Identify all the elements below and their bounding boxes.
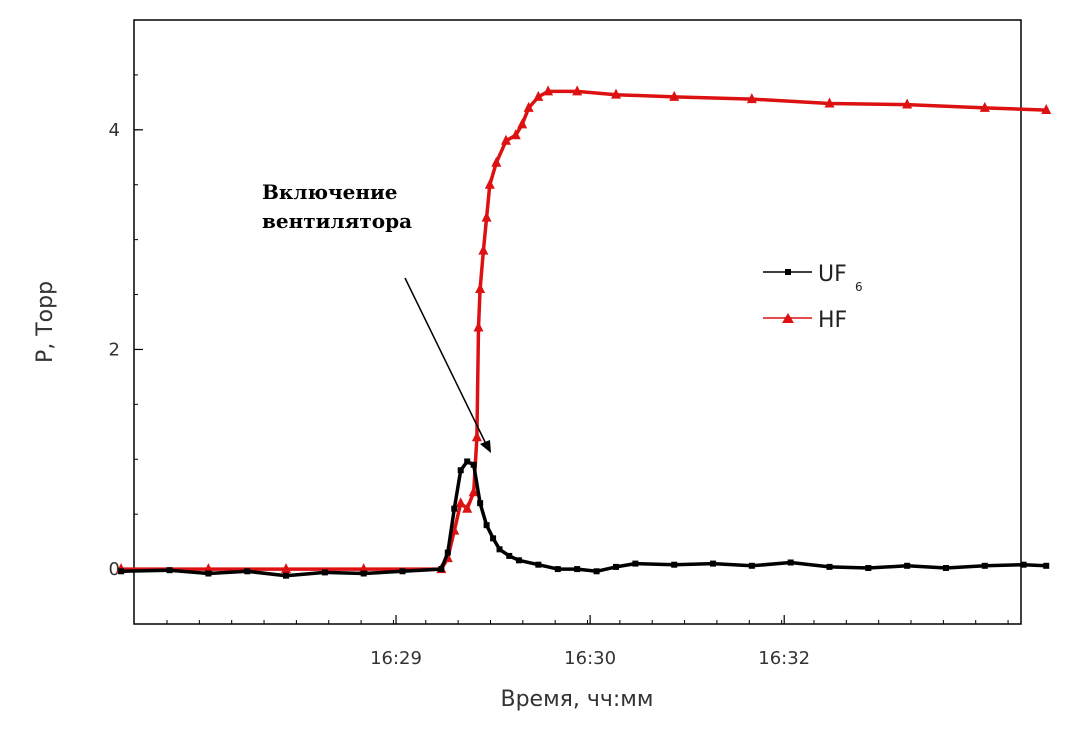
data-point bbox=[283, 572, 290, 579]
series-uf bbox=[118, 458, 1050, 579]
data-point bbox=[462, 502, 473, 513]
data-point bbox=[612, 563, 619, 570]
data-point bbox=[484, 178, 495, 189]
data-point bbox=[902, 98, 913, 109]
data-point bbox=[468, 486, 479, 497]
data-point bbox=[455, 497, 466, 508]
y-tick-label: 0 bbox=[109, 559, 120, 580]
x-tick-label: 16:32 bbox=[758, 648, 810, 669]
data-point bbox=[483, 522, 490, 529]
data-point bbox=[979, 101, 990, 112]
data-point bbox=[671, 561, 678, 568]
data-point bbox=[118, 568, 125, 575]
data-point bbox=[942, 564, 949, 571]
data-point bbox=[244, 568, 251, 575]
legend: UF 6 HF bbox=[763, 262, 863, 333]
data-point bbox=[490, 535, 497, 542]
x-tick-label: 16:30 bbox=[564, 648, 616, 669]
data-point bbox=[746, 93, 757, 104]
data-point bbox=[471, 431, 482, 442]
data-point bbox=[360, 570, 367, 577]
x-tick-label: 16:29 bbox=[370, 648, 422, 669]
data-point bbox=[574, 566, 581, 573]
legend-hf-marker bbox=[782, 313, 794, 323]
data-point bbox=[554, 566, 561, 573]
data-point bbox=[535, 561, 542, 568]
data-point bbox=[515, 557, 522, 564]
data-point bbox=[787, 559, 794, 566]
data-point bbox=[610, 88, 621, 99]
data-point bbox=[438, 566, 445, 573]
data-point bbox=[501, 134, 512, 145]
data-point bbox=[481, 211, 492, 222]
data-point bbox=[1043, 562, 1050, 569]
data-point bbox=[478, 244, 489, 255]
legend-uf6-marker bbox=[785, 269, 791, 275]
data-point bbox=[205, 570, 212, 577]
annotation-line-2: вентилятора bbox=[262, 209, 412, 233]
data-point bbox=[981, 562, 988, 569]
data-point bbox=[470, 461, 477, 468]
data-point bbox=[506, 552, 513, 559]
data-point bbox=[510, 129, 521, 140]
legend-uf6-label: UF bbox=[818, 262, 847, 287]
data-point bbox=[1041, 104, 1052, 115]
data-point bbox=[1020, 561, 1027, 568]
data-point bbox=[710, 560, 717, 567]
legend-uf6-subscript: 6 bbox=[855, 280, 863, 294]
series-hf bbox=[116, 85, 1052, 574]
annotation-line-1: Включение bbox=[262, 180, 398, 204]
data-point bbox=[826, 563, 833, 570]
annotation-arrow-shaft bbox=[404, 277, 488, 447]
data-point bbox=[517, 118, 528, 129]
data-point bbox=[496, 546, 503, 553]
data-point bbox=[533, 90, 544, 101]
data-point bbox=[464, 458, 471, 465]
data-point bbox=[669, 90, 680, 101]
data-point bbox=[824, 97, 835, 108]
x-axis-label: Время, чч:мм bbox=[500, 687, 653, 712]
data-point bbox=[321, 569, 328, 576]
data-point bbox=[632, 560, 639, 567]
data-point bbox=[523, 101, 534, 112]
data-point bbox=[457, 467, 464, 474]
series-layer bbox=[116, 85, 1052, 579]
y-axis-label: Р, Торр bbox=[33, 281, 58, 363]
y-tick-label: 2 bbox=[109, 339, 120, 360]
data-point bbox=[473, 321, 484, 332]
y-tick-label: 4 bbox=[109, 120, 120, 141]
data-point bbox=[444, 549, 451, 556]
data-point bbox=[543, 85, 554, 96]
data-point bbox=[572, 85, 583, 96]
data-point bbox=[281, 563, 292, 574]
data-point bbox=[904, 562, 911, 569]
data-point bbox=[865, 564, 872, 571]
plot-frame bbox=[133, 19, 1022, 625]
data-point bbox=[166, 567, 173, 574]
data-point bbox=[475, 283, 486, 294]
data-point bbox=[451, 505, 458, 512]
annotation: Включение вентилятора bbox=[262, 180, 491, 453]
annotation-arrow-head bbox=[480, 440, 491, 453]
legend-hf-label: HF bbox=[818, 308, 847, 333]
data-point bbox=[399, 568, 406, 575]
data-point bbox=[593, 568, 600, 575]
axis-ticks: 0 2 4 16:29 16:30 16:32 bbox=[109, 120, 811, 669]
data-point bbox=[491, 156, 502, 167]
data-point bbox=[748, 562, 755, 569]
data-point bbox=[477, 500, 484, 507]
